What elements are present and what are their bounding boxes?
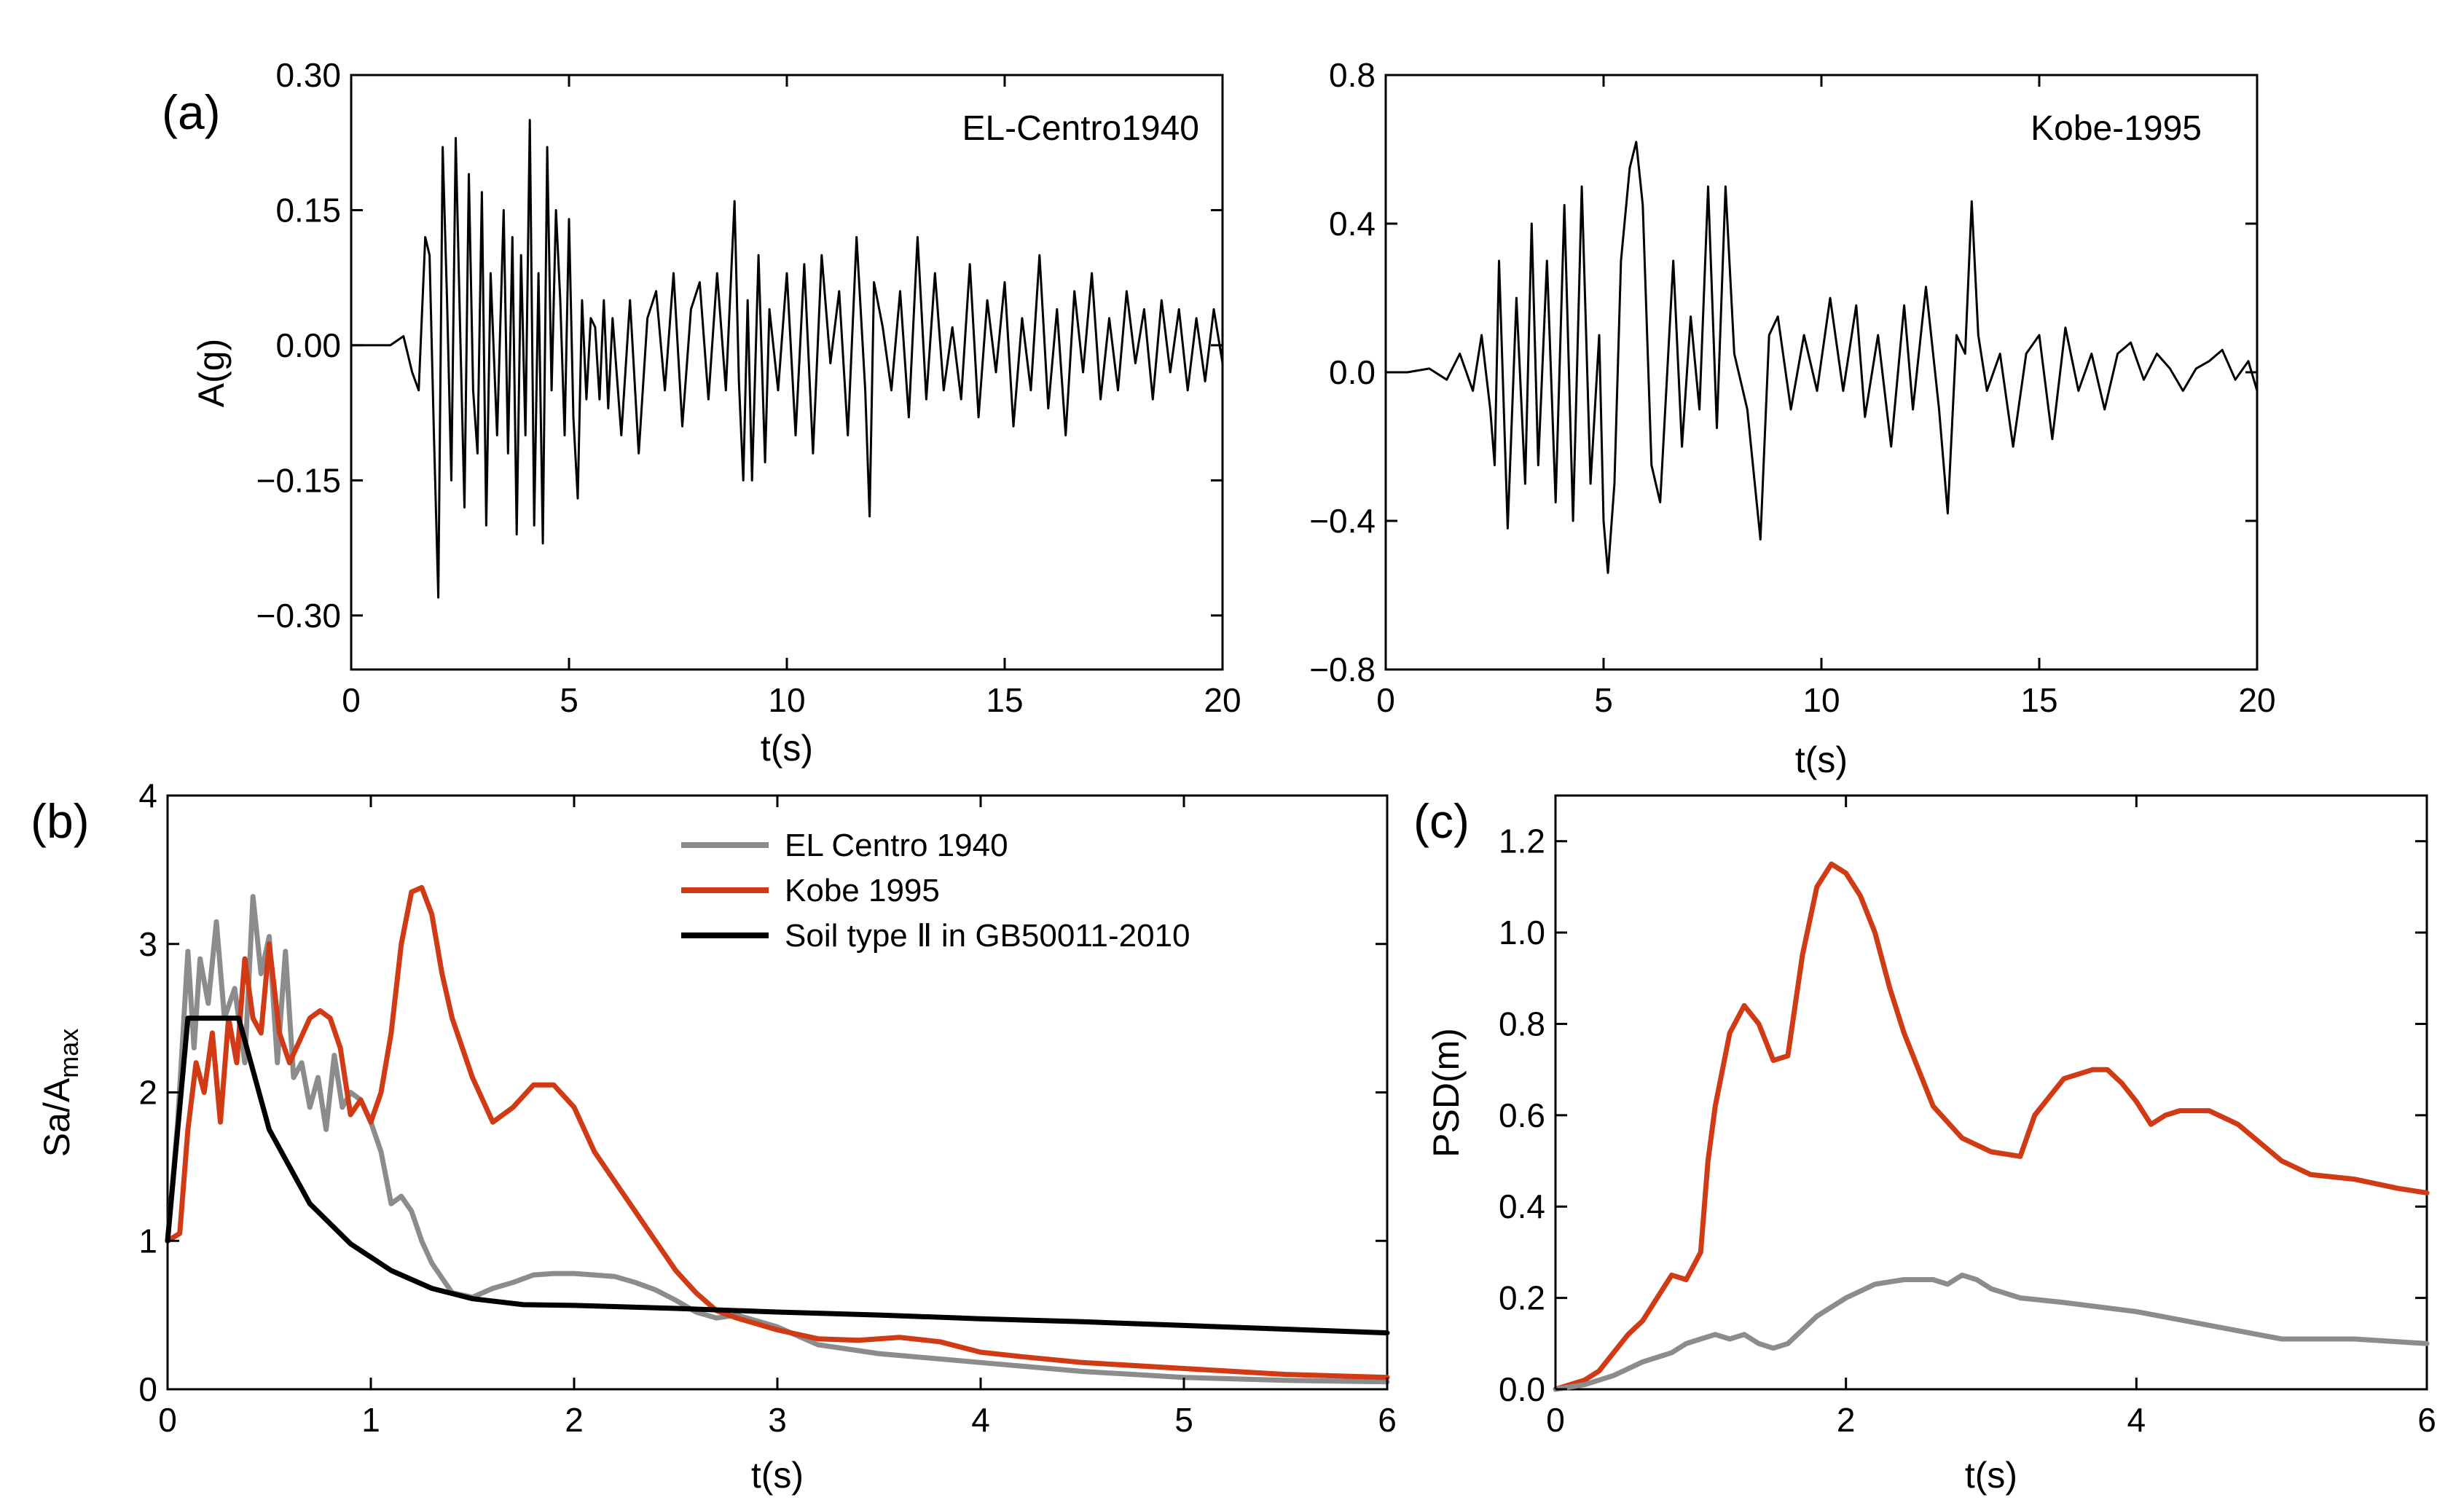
x-tick-label: 4 <box>971 1401 990 1439</box>
y-axis-title: PSD(m) <box>1426 1028 1467 1158</box>
series-group <box>1553 861 2430 1392</box>
y-tick-label: 0.00 <box>275 326 341 364</box>
y-axis-title-subscript: max <box>54 1029 84 1078</box>
x-tick-label: 5 <box>560 681 578 719</box>
y-tick-label: 0.30 <box>275 56 341 94</box>
legend-label-soil-type: Soil type Ⅱ in GB50011-2010 <box>785 918 1190 954</box>
legend-label-el-centro: EL Centro 1940 <box>785 828 1008 863</box>
y-axis-title: A(g) <box>191 339 232 407</box>
record-annotation: EL-Centro1940 <box>962 109 1199 148</box>
series-line-kobe-1995 <box>1553 861 2430 1392</box>
y-tick-label: −0.30 <box>256 597 341 635</box>
series-line-el-centro1940 <box>350 119 1224 599</box>
x-tick-label: 10 <box>768 681 805 719</box>
y-tick-label: 0 <box>138 1370 157 1408</box>
y-tick-label: −0.4 <box>1309 502 1376 540</box>
y-tick-label: 0.8 <box>1499 1005 1545 1042</box>
series-line-soil-type-in-gb50011-2010 <box>165 1016 1390 1336</box>
x-tick-label: 0 <box>342 681 361 719</box>
axes-group: 0 2 4 6 0.0 0.2 0.4 0.6 0.8 1.0 1.2 <box>1499 796 2436 1439</box>
series-line-el-centro-1940 <box>1553 1272 2430 1392</box>
y-tick-label: 0.0 <box>1499 1370 1545 1408</box>
x-tick-label: 6 <box>2417 1401 2436 1439</box>
panel-c-psd: (c) 0 2 4 6 0.0 0.2 0.4 0.6 0.8 1.0 1.2 t(s) PSD(m… <box>1413 794 2436 1496</box>
y-tick-label: 1.0 <box>1499 914 1545 951</box>
y-tick-label: 1 <box>138 1222 157 1260</box>
x-tick-label: 0 <box>158 1401 177 1439</box>
x-tick-label: 4 <box>2127 1401 2146 1439</box>
y-tick-label: 0.0 <box>1329 353 1376 391</box>
legend: EL Centro 1940 Kobe 1995 Soil type Ⅱ in … <box>681 828 1190 954</box>
panel-a-el-centro: (a) 0 5 10 15 20 0.30 0.15 0.00 −0.15 −0.30 EL-Ce… <box>162 56 1241 769</box>
y-tick-label: 4 <box>138 777 157 814</box>
x-axis-title: t(s) <box>751 1455 804 1496</box>
panel-label-b: (b) <box>31 794 90 848</box>
x-tick-label: 5 <box>1594 681 1613 719</box>
y-tick-label: 0.8 <box>1329 56 1376 94</box>
x-axis-title: t(s) <box>761 728 813 769</box>
x-tick-label: 2 <box>1837 1401 1856 1439</box>
series-group <box>165 884 1390 1385</box>
y-tick-label: 0.2 <box>1499 1279 1545 1317</box>
x-tick-label: 3 <box>768 1401 787 1439</box>
x-tick-label: 20 <box>2238 681 2275 719</box>
y-tick-label: 3 <box>138 925 157 963</box>
record-annotation: Kobe-1995 <box>2031 109 2202 148</box>
series-line-kobe-1995 <box>1384 141 2259 574</box>
panel-a-kobe: 0 5 10 15 20 0.8 0.4 0.0 −0.4 −0.8 Kobe-1995 t(s) <box>1309 56 2275 780</box>
y-axis-title-main: Sa/A <box>36 1077 77 1157</box>
y-tick-label: 1.2 <box>1499 822 1545 860</box>
axes-group: 0 5 10 15 20 0.8 0.4 0.0 −0.4 −0.8 <box>1309 56 2275 719</box>
axes-group: 0 1 2 3 4 5 6 0 1 2 3 4 <box>138 777 1396 1439</box>
y-tick-label: 0.4 <box>1499 1187 1545 1225</box>
x-tick-label: 10 <box>1802 681 1840 719</box>
axes-group: 0 5 10 15 20 0.30 0.15 0.00 −0.15 −0.30 <box>256 56 1241 719</box>
y-tick-label: 0.4 <box>1329 205 1376 243</box>
x-tick-label: 6 <box>1378 1401 1397 1439</box>
x-axis-title: t(s) <box>1965 1455 2017 1496</box>
panel-label-a: (a) <box>162 85 221 139</box>
series-group <box>1384 141 2259 574</box>
y-axis-title: Sa/Amax <box>36 1029 84 1157</box>
series-line-kobe-1995 <box>165 884 1390 1381</box>
x-tick-label: 15 <box>2020 681 2057 719</box>
panel-b-spectra: (b) 0 1 2 3 4 5 6 0 1 2 3 4 EL Centro 1940 Kobe 199… <box>31 777 1397 1496</box>
y-tick-label: 2 <box>138 1074 157 1112</box>
x-tick-label: 2 <box>565 1401 584 1439</box>
x-tick-label: 0 <box>1376 681 1395 719</box>
y-tick-label: 0.6 <box>1499 1096 1545 1134</box>
y-tick-label: −0.15 <box>256 461 341 499</box>
x-tick-label: 20 <box>1204 681 1241 719</box>
legend-label-kobe: Kobe 1995 <box>785 873 940 908</box>
series-group <box>350 119 1224 599</box>
y-tick-label: 0.15 <box>275 191 341 229</box>
y-tick-label: −0.8 <box>1309 651 1376 688</box>
plot-frame <box>1554 794 2428 1391</box>
series-line-el-centro-1940 <box>165 894 1390 1385</box>
panel-label-c: (c) <box>1413 794 1470 848</box>
x-tick-label: 0 <box>1546 1401 1565 1439</box>
x-tick-label: 1 <box>361 1401 380 1439</box>
x-tick-label: 5 <box>1174 1401 1193 1439</box>
x-axis-title: t(s) <box>1795 739 1848 780</box>
x-tick-label: 15 <box>986 681 1023 719</box>
